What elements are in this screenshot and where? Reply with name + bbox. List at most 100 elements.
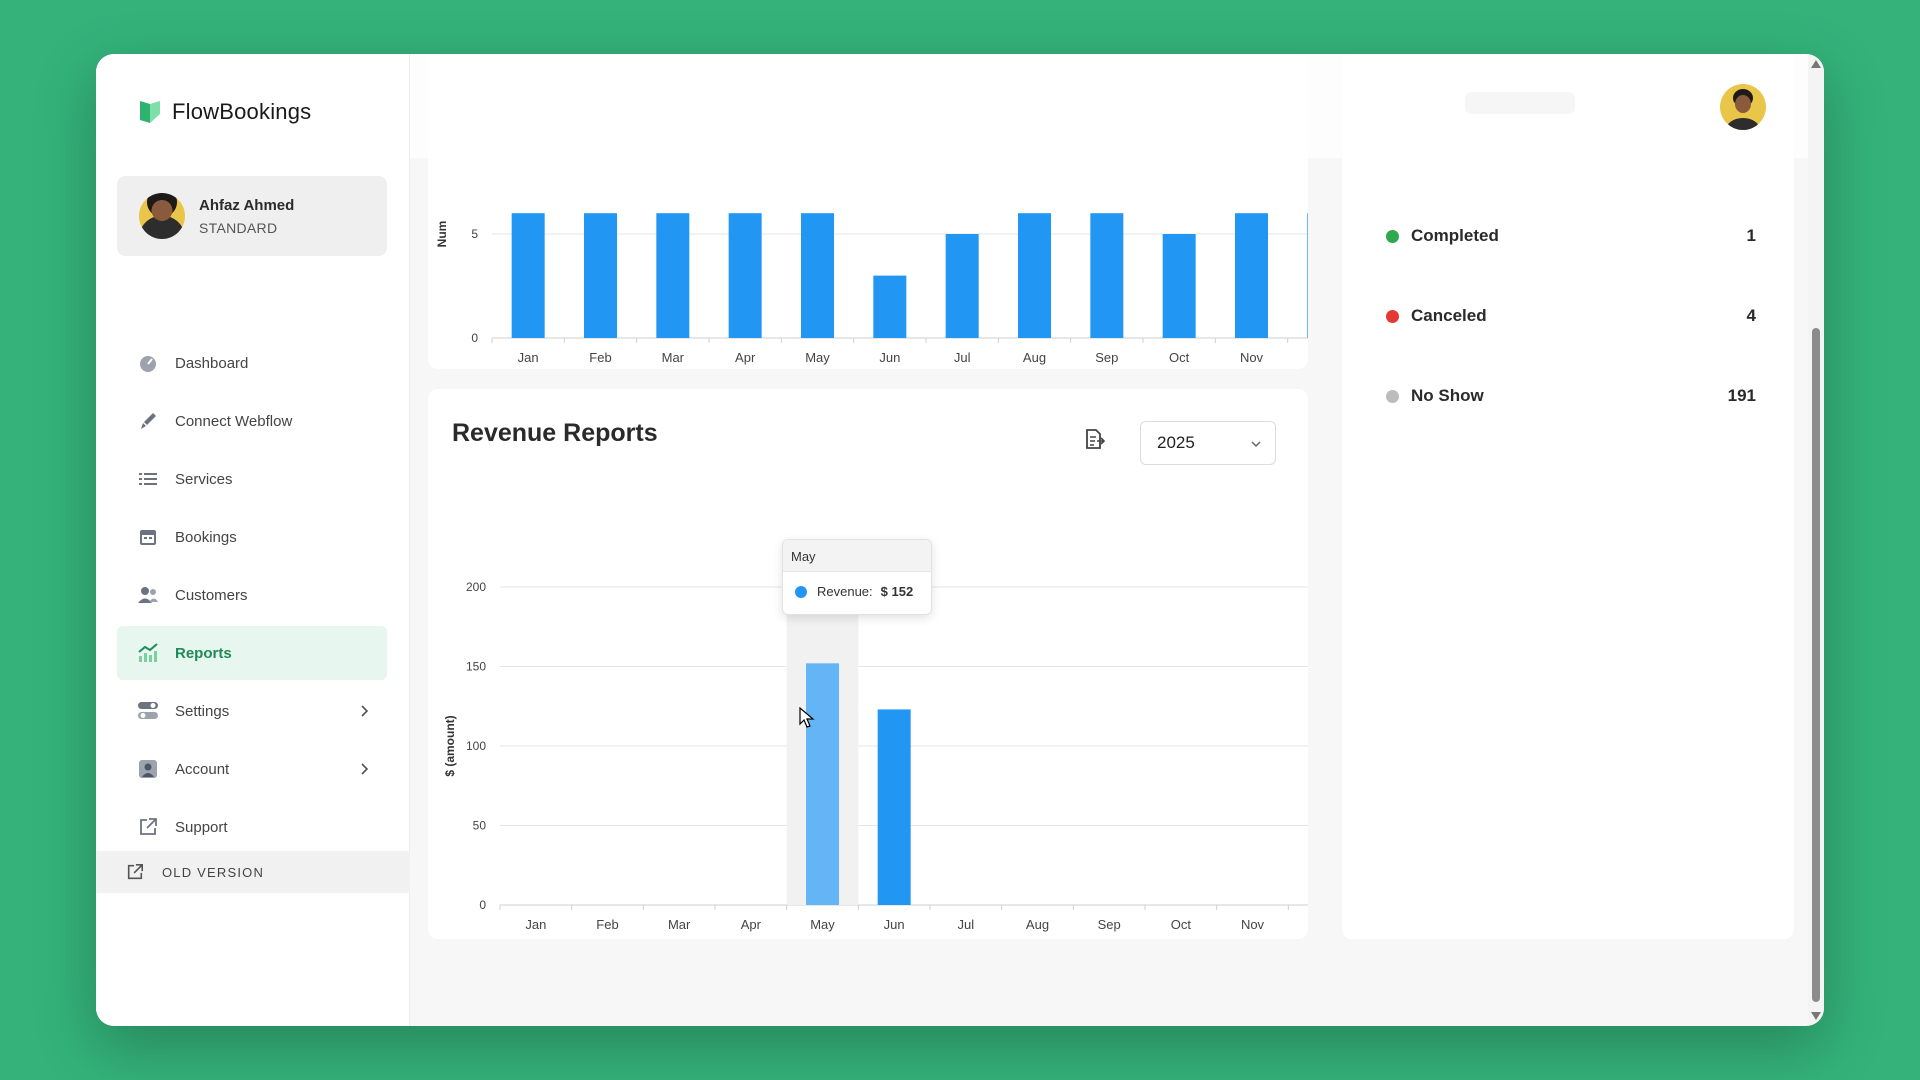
mouse-cursor-icon <box>799 707 815 728</box>
toggle-icon <box>137 700 159 722</box>
bar-oct[interactable] <box>1162 234 1196 338</box>
chart-icon <box>137 642 159 664</box>
sidebar-item-label: Connect Webflow <box>175 412 293 430</box>
y-tick-label: 50 <box>473 819 487 833</box>
old-version-link[interactable]: OLD VERSION <box>96 851 410 893</box>
sidebar-item-connect-webflow[interactable]: Connect Webflow <box>117 394 387 448</box>
bar-aug[interactable] <box>1018 213 1051 338</box>
sidebar-item-bookings[interactable]: Bookings <box>117 510 387 564</box>
flowbookings-logo-icon <box>140 101 160 123</box>
chevron-down-icon <box>1251 441 1261 448</box>
x-tick-label: Jan <box>518 350 539 365</box>
x-tick-label: Sep <box>1095 350 1118 365</box>
status-dot <box>1386 309 1399 323</box>
top-bar <box>410 54 1824 158</box>
external-link-icon <box>127 863 144 880</box>
y-axis-label: $ (amount) <box>443 715 457 776</box>
status-row-no-show: No Show 191 <box>1386 381 1756 411</box>
status-label: Canceled <box>1411 306 1487 325</box>
scroll-down-icon[interactable] <box>1811 1012 1821 1020</box>
y-tick-label: 100 <box>466 739 486 753</box>
status-label: No Show <box>1411 386 1484 405</box>
status-count: 4 <box>1746 306 1756 325</box>
avatar <box>139 193 185 239</box>
bar-may[interactable] <box>801 213 834 338</box>
sidebar-item-label: Settings <box>175 702 230 720</box>
sidebar-item-label: Account <box>175 760 230 778</box>
sidebar-item-customers[interactable]: Customers <box>117 568 387 622</box>
brush-icon <box>137 410 159 432</box>
bar-nov[interactable] <box>1235 213 1268 338</box>
sidebar-item-reports[interactable]: Reports <box>117 626 387 680</box>
gauge-icon <box>137 352 159 374</box>
sidebar-item-account[interactable]: Account <box>117 742 387 796</box>
x-tick-label: Jun <box>879 350 900 365</box>
revenue-bar-chart: 0 50 100 150 200 Jan Feb Mar Apr May Jun Jul Aug Sep O… <box>443 580 1308 932</box>
scroll-thumb[interactable] <box>1812 328 1820 1002</box>
year-select-value: 2025 <box>1157 433 1195 452</box>
user-card[interactable]: Ahfaz Ahmed STANDARD <box>117 176 387 256</box>
sidebar-nav: Dashboard Connect Webflow Services Booki… <box>117 336 387 858</box>
x-tick-label: Aug <box>1026 917 1049 932</box>
bar-jan[interactable] <box>511 213 545 338</box>
bar-mar[interactable] <box>656 213 690 338</box>
app-window: FlowBookings Ahfaz Ahmed STANDARD Dashbo… <box>96 54 1824 1026</box>
chevron-right-icon <box>361 705 369 717</box>
x-tick-label: Mar <box>662 350 685 365</box>
scrollbar[interactable] <box>1808 54 1824 1026</box>
x-tick-label: Aug <box>1023 350 1046 365</box>
bar-may[interactable] <box>806 663 839 905</box>
brand[interactable]: FlowBookings <box>136 98 311 126</box>
sidebar-item-label: Customers <box>175 586 248 604</box>
scroll-up-icon[interactable] <box>1811 60 1821 68</box>
export-icon[interactable] <box>1082 427 1106 451</box>
list-icon <box>137 468 159 490</box>
bar-dec[interactable] <box>1307 213 1341 338</box>
chart-tooltip: May Revenue: $ 152 <box>782 539 932 615</box>
user-name: Ahfaz Ahmed <box>199 196 295 214</box>
bar-jun[interactable] <box>873 275 907 338</box>
user-plan: STANDARD <box>199 219 278 236</box>
bar-sep[interactable] <box>1090 213 1124 338</box>
status-dot <box>1386 389 1399 403</box>
revenue-title: Revenue Reports <box>452 419 658 447</box>
sidebar-item-settings[interactable]: Settings <box>117 684 387 738</box>
bar-jul[interactable] <box>945 234 979 338</box>
status-count: 191 <box>1727 386 1756 405</box>
sidebar-item-services[interactable]: Services <box>117 452 387 506</box>
x-tick-label: Oct <box>1171 917 1192 932</box>
year-select[interactable]: 2025 <box>1140 421 1276 465</box>
sidebar-item-support[interactable]: Support <box>117 800 387 854</box>
x-tick-label: Jul <box>958 917 975 932</box>
x-tick-label: Mar <box>668 917 691 932</box>
y-tick-label: 0 <box>479 898 486 912</box>
sidebar-item-dashboard[interactable]: Dashboard <box>117 336 387 390</box>
tooltip-series-dot <box>795 585 807 598</box>
bookings-bar-chart: 05JanFebMarAprMayJunJulAugSepOctNovDecNu… <box>435 213 1360 365</box>
status-count: 1 <box>1746 226 1756 245</box>
x-tick-label: Sep <box>1098 917 1121 932</box>
x-tick-label: Jul <box>954 350 971 365</box>
top-bar-placeholder <box>1465 92 1575 114</box>
sidebar-item-label: Services <box>175 470 233 488</box>
x-tick-label: Apr <box>741 917 762 932</box>
sidebar: FlowBookings Ahfaz Ahmed STANDARD Dashbo… <box>96 54 410 1026</box>
y-axis-label: Num <box>435 221 449 248</box>
status-row-canceled: Canceled 4 <box>1386 301 1756 331</box>
external-link-icon <box>137 816 159 838</box>
revenue-reports-card: Revenue Reports 2025 0 50 100 150 200 Jan Feb M… <box>428 389 1308 939</box>
sidebar-item-label: Support <box>175 818 228 836</box>
bar-feb[interactable] <box>584 213 617 338</box>
top-avatar[interactable] <box>1720 84 1766 130</box>
x-tick-label: Feb <box>596 917 618 932</box>
bar-apr[interactable] <box>728 213 762 338</box>
y-tick-label: 200 <box>466 580 486 594</box>
y-tick-label: 5 <box>471 227 478 241</box>
status-label: Completed <box>1411 226 1499 245</box>
tooltip-value: $ 152 <box>880 584 914 599</box>
x-tick-label: Nov <box>1241 917 1265 932</box>
bar-jun[interactable] <box>877 709 911 905</box>
tooltip-month: May <box>783 540 931 572</box>
tooltip-label: Revenue: <box>817 584 873 599</box>
x-tick-label: May <box>810 917 835 932</box>
